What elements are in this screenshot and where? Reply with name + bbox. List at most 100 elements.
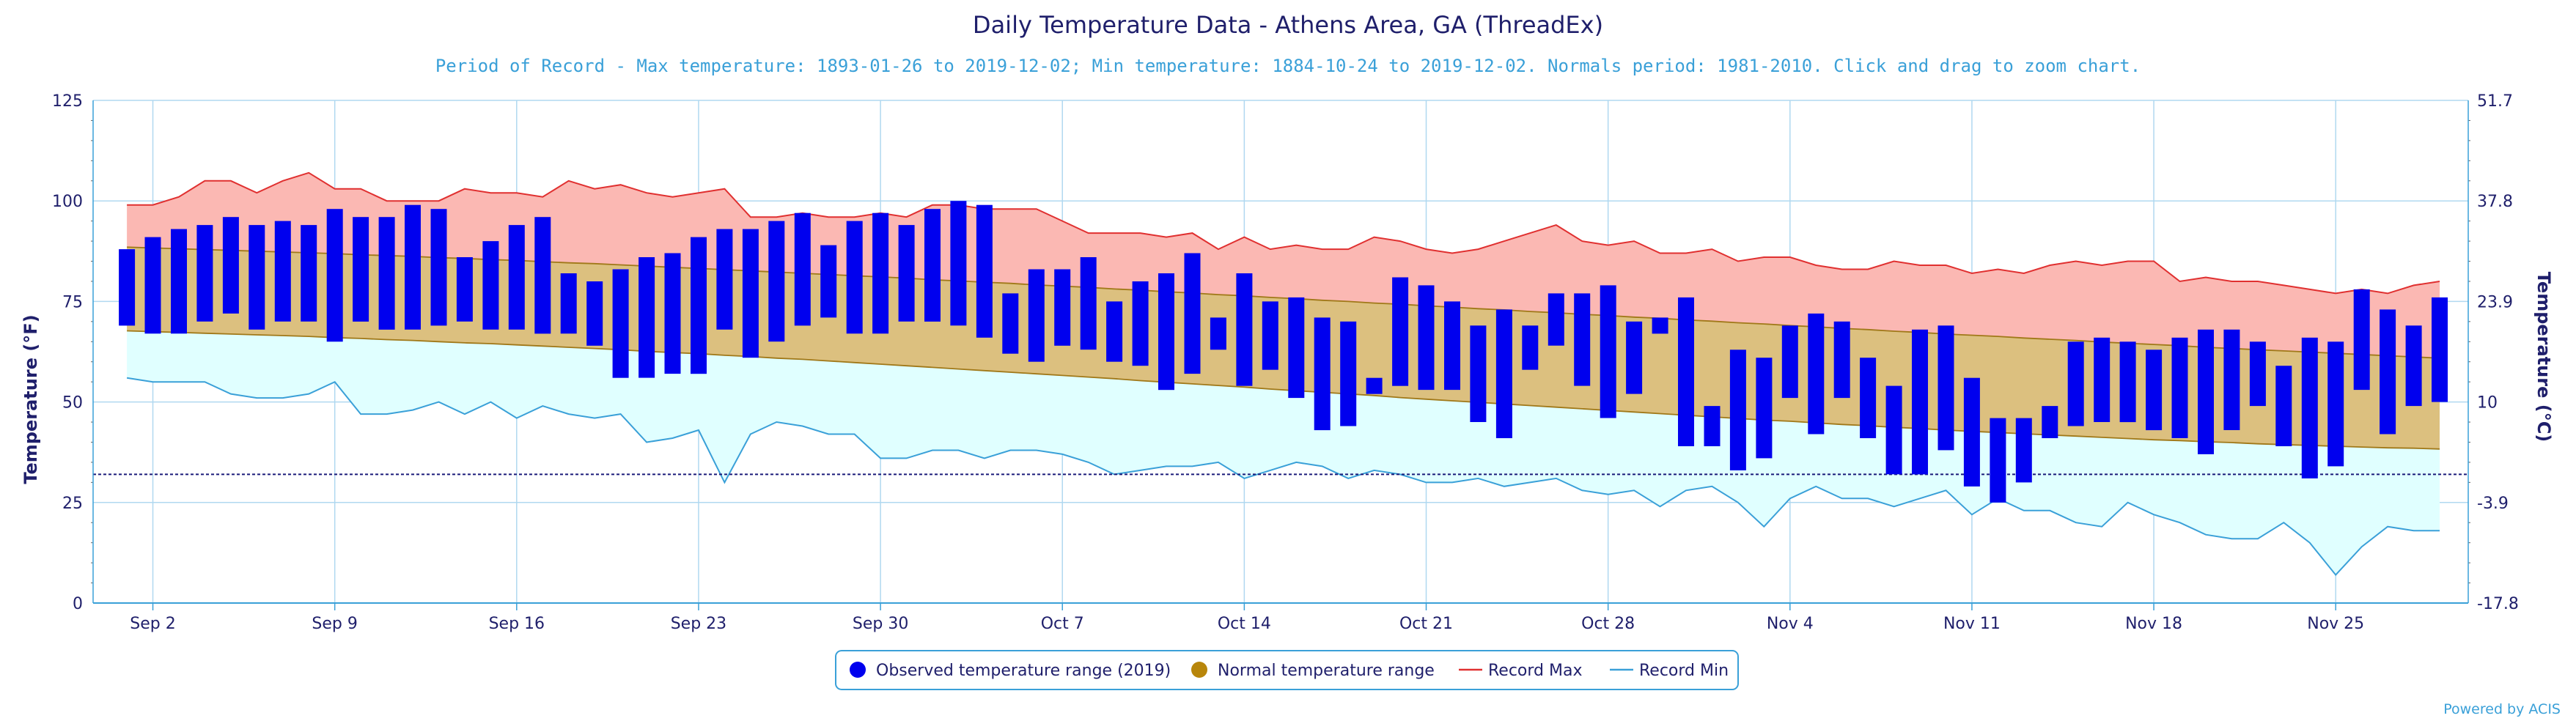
observed-bar	[1028, 269, 1045, 362]
observed-bar	[1990, 418, 2006, 503]
observed-bar	[1600, 285, 1616, 418]
observed-bar	[1106, 301, 1123, 362]
legend-normal-swatch	[1191, 662, 1207, 678]
observed-bar	[1288, 297, 1305, 399]
y-tick-label-left: 50	[62, 394, 83, 413]
observed-bar	[820, 245, 837, 318]
observed-bar	[716, 229, 733, 330]
observed-bar	[2198, 329, 2214, 454]
x-tick-label: Sep 30	[853, 615, 908, 633]
observed-bar	[1418, 285, 1435, 391]
x-tick-label: Sep 2	[130, 615, 175, 633]
observed-bar	[1262, 301, 1278, 370]
y-tick-label-right: -17.8	[2477, 595, 2519, 613]
observed-bar	[872, 212, 889, 334]
observed-bar	[1704, 406, 1721, 446]
observed-bar	[119, 249, 136, 326]
observed-bar	[1236, 273, 1253, 386]
legend-record-min-label: Record Min	[1639, 662, 1729, 680]
observed-bar	[1833, 321, 1850, 399]
observed-bar	[1963, 377, 1980, 487]
observed-bar	[1548, 293, 1564, 346]
observed-bar	[1574, 293, 1591, 386]
observed-bar	[1210, 317, 1226, 350]
observed-bar	[196, 225, 213, 322]
x-tick-label: Nov 25	[2307, 615, 2364, 633]
observed-bar	[2249, 341, 2266, 407]
observed-bar	[768, 221, 785, 342]
legend-item-observed[interactable]: Observed temperature range (2019)	[850, 662, 1171, 680]
observed-bar	[1366, 377, 1383, 394]
observed-bar	[144, 237, 161, 334]
y-tick-label-left: 25	[62, 495, 83, 513]
legend-item-normal[interactable]: Normal temperature range	[1191, 662, 1435, 680]
observed-bar	[560, 273, 577, 334]
observed-bar	[2327, 341, 2344, 467]
record-min-line	[126, 377, 2440, 577]
x-tick-label: Sep 23	[671, 615, 726, 633]
observed-bar	[664, 253, 681, 374]
x-tick-label: Sep 9	[312, 615, 357, 633]
observed-bar	[2015, 418, 2032, 483]
y-tick-label-right: 23.9	[2477, 293, 2513, 311]
observed-bar	[2301, 337, 2318, 478]
observed-bar	[430, 209, 447, 326]
observed-bar	[1781, 325, 1798, 399]
observed-bar	[1054, 269, 1071, 346]
legend[interactable]: Observed temperature range (2019) Normal…	[835, 650, 1739, 690]
chart-title: Daily Temperature Data - Athens Area, GA…	[973, 11, 1603, 39]
observed-bar	[534, 217, 551, 334]
observed-bar	[1756, 358, 1773, 459]
observed-bar	[1678, 297, 1694, 446]
record-max-area	[127, 172, 2440, 358]
observed-bar	[586, 281, 603, 346]
observed-bar	[2042, 406, 2058, 438]
observed-bar	[2171, 337, 2188, 438]
observed-bar	[1522, 325, 1539, 370]
observed-bar	[2223, 329, 2240, 430]
observed-bar	[508, 225, 525, 330]
observed-bar	[249, 225, 265, 330]
legend-item-record-max[interactable]: Record Max	[1459, 662, 1583, 680]
observed-bar	[1444, 301, 1460, 391]
observed-bar	[482, 241, 499, 330]
observed-bar	[456, 257, 473, 322]
y-tick-label-left: 125	[52, 92, 83, 111]
observed-bars	[119, 201, 2448, 503]
observed-bar	[639, 257, 655, 378]
legend-item-record-min[interactable]: Record Min	[1610, 662, 1729, 680]
observed-bar	[1184, 253, 1201, 374]
observed-bar	[2146, 350, 2163, 431]
observed-bar	[171, 229, 187, 334]
observed-bar	[2353, 289, 2370, 391]
legend-observed-swatch	[850, 662, 866, 678]
legend-normal-label: Normal temperature range	[1218, 662, 1435, 680]
credit-link[interactable]: Powered by ACIS	[2443, 701, 2561, 717]
observed-bar	[405, 204, 421, 330]
observed-bar	[1002, 293, 1019, 354]
observed-bar	[1808, 313, 1825, 435]
observed-bar	[1080, 257, 1097, 350]
observed-bar	[612, 269, 629, 378]
y-tick-label-left: 75	[62, 293, 83, 311]
legend-record-max-label: Record Max	[1488, 662, 1583, 680]
x-tick-label: Oct 7	[1041, 615, 1084, 633]
chart-subtitle: Period of Record - Max temperature: 1893…	[435, 56, 2141, 76]
observed-bar	[353, 217, 369, 322]
observed-bar	[326, 209, 343, 342]
observed-bar	[1937, 325, 1954, 451]
x-tick-label: Sep 16	[489, 615, 545, 633]
y-tick-label-right: 37.8	[2477, 193, 2513, 211]
observed-bar	[2119, 341, 2136, 423]
observed-bar	[1912, 329, 1928, 475]
observed-bar	[301, 225, 317, 322]
observed-bar	[846, 221, 863, 334]
observed-bar	[2067, 341, 2084, 426]
y-tick-label-left: 100	[52, 193, 83, 211]
observed-bar	[1470, 325, 1487, 422]
observed-bar	[691, 237, 707, 374]
observed-bar	[1652, 317, 1668, 334]
observed-bar	[794, 212, 811, 326]
legend-observed-label: Observed temperature range (2019)	[876, 662, 1171, 680]
